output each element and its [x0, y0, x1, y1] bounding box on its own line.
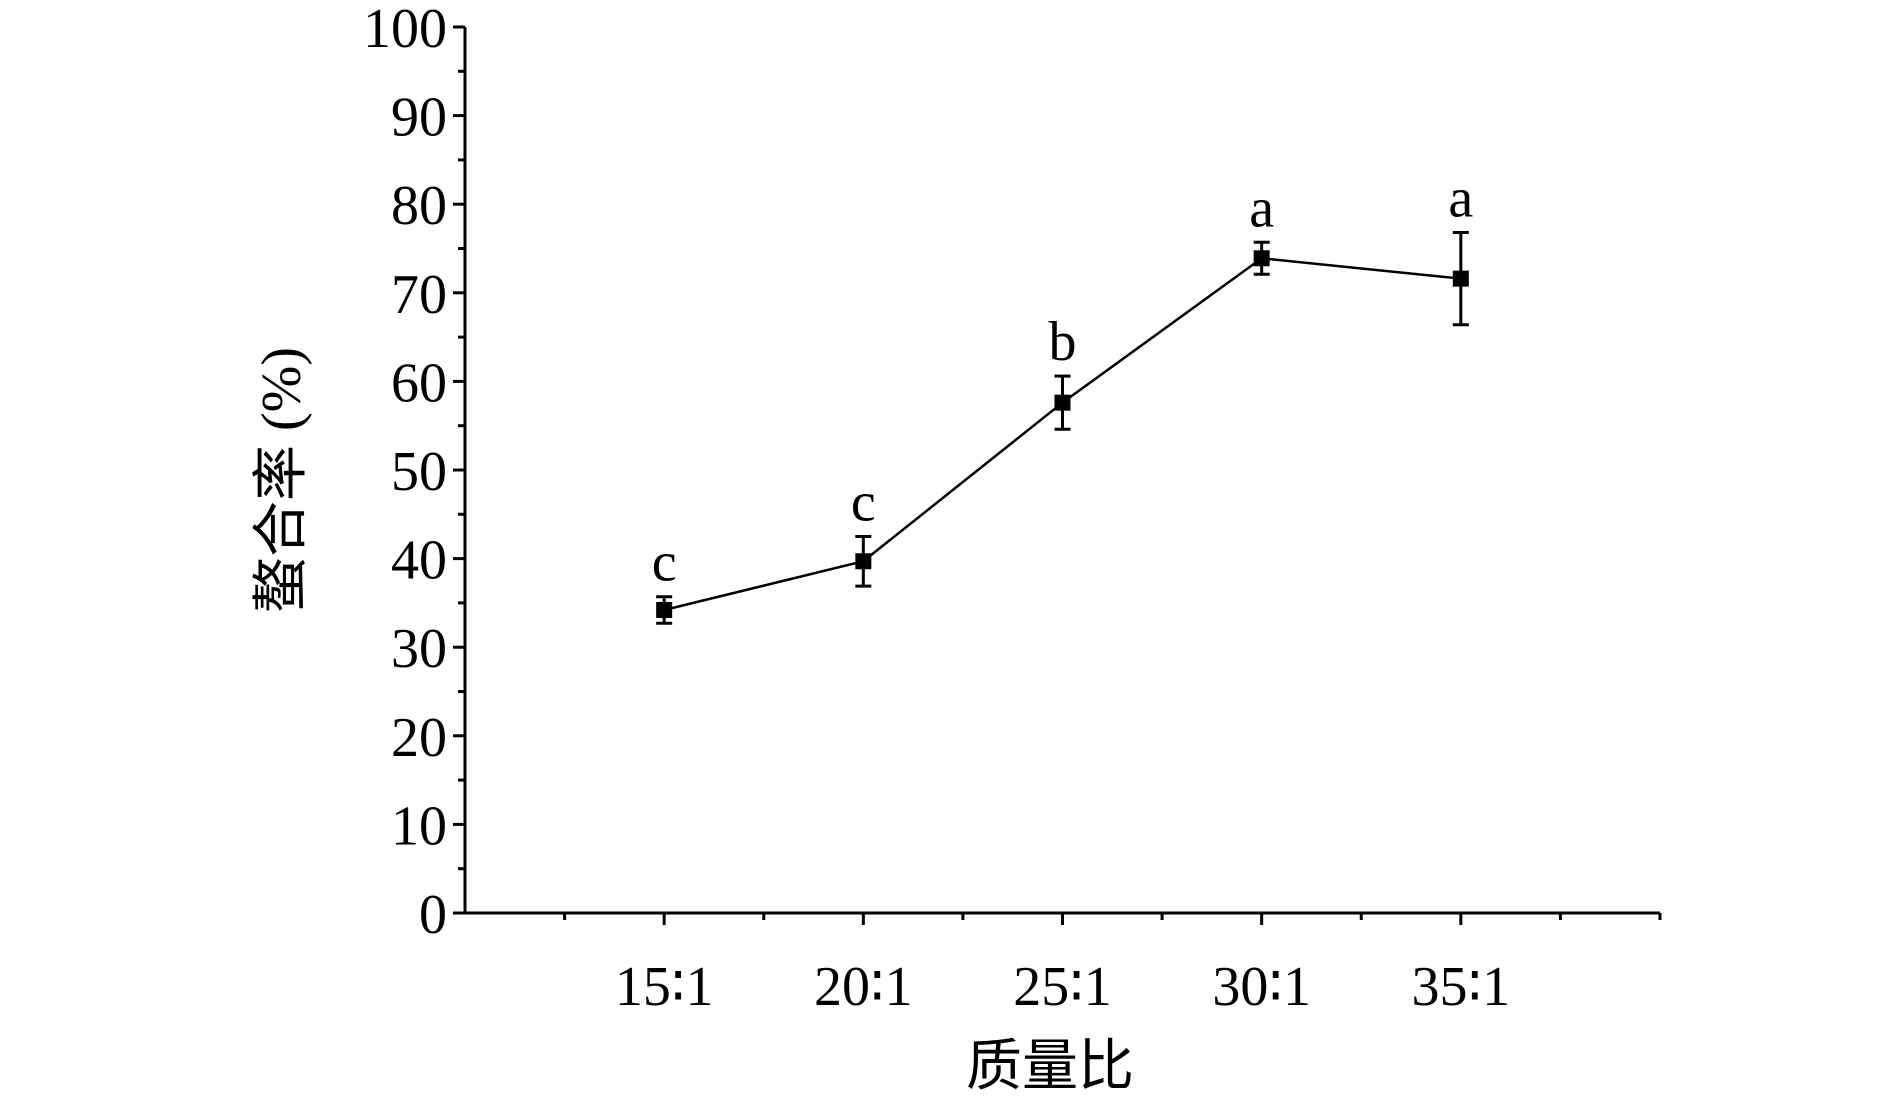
- y-axis-ticks: 0 10 20 30 40 50 60 70 80 90 100: [363, 0, 465, 946]
- x-tick-label: 25∶1: [1013, 956, 1112, 1018]
- significance-label: a: [1448, 168, 1473, 230]
- y-tick-label: 90: [391, 87, 447, 149]
- square-marker: [656, 601, 673, 618]
- y-axis-title: 螯合率 (%): [251, 347, 313, 613]
- x-tick-label: 35∶1: [1412, 956, 1511, 1018]
- axes: [463, 27, 1660, 915]
- x-tick-label: 20∶1: [814, 956, 913, 1018]
- x-tick-label: 15∶1: [615, 956, 714, 1018]
- square-marker: [1452, 270, 1469, 287]
- plot-area: c c b a a: [652, 168, 1473, 625]
- significance-label: a: [1249, 177, 1274, 239]
- y-tick-label: 40: [391, 530, 447, 592]
- x-axis-ticks: 15∶1 20∶1 25∶1 30∶1 35∶1: [563, 913, 1662, 1018]
- y-tick-label: 20: [391, 707, 447, 769]
- significance-label: b: [1049, 311, 1077, 373]
- significance-label: c: [652, 532, 677, 594]
- y-tick-label: 100: [363, 0, 447, 60]
- data-point: c: [652, 532, 677, 625]
- significance-label: c: [851, 471, 876, 533]
- data-point: a: [1249, 177, 1274, 276]
- y-tick-label: 70: [391, 264, 447, 326]
- x-axis-title: 质量比: [966, 1036, 1134, 1098]
- y-tick-label: 0: [419, 884, 447, 946]
- square-marker: [1253, 250, 1270, 267]
- y-tick-label: 50: [391, 441, 447, 503]
- x-tick-label: 30∶1: [1212, 956, 1311, 1018]
- y-tick-label: 30: [391, 618, 447, 680]
- data-point: b: [1049, 311, 1077, 431]
- data-point: c: [851, 471, 876, 588]
- data-point: a: [1448, 168, 1473, 327]
- square-marker: [1054, 394, 1071, 411]
- square-marker: [855, 553, 872, 570]
- y-tick-label: 80: [391, 175, 447, 237]
- y-tick-label: 60: [391, 352, 447, 414]
- y-tick-label: 10: [391, 795, 447, 857]
